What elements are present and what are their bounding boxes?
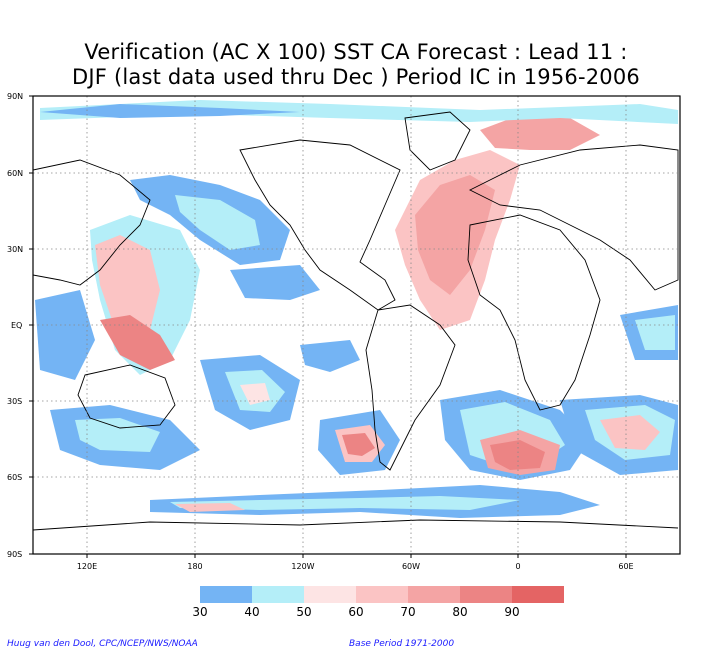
- lat-label: 60S: [7, 473, 22, 482]
- lat-label: EQ: [11, 321, 22, 330]
- tick-marks: [29, 95, 627, 558]
- contour-arctic-atlantic: [480, 115, 600, 150]
- lon-label: 60E: [618, 562, 633, 571]
- legend-swatch: [512, 586, 564, 603]
- map-field: [33, 96, 680, 554]
- coast-south-america: [365, 304, 456, 471]
- contour-central-pacific: [230, 265, 320, 300]
- contour-arctic-band-blue: [40, 104, 300, 118]
- contour-indian-ocean: [35, 290, 95, 380]
- lat-label: 90S: [7, 550, 22, 559]
- legend-label: 30: [192, 605, 207, 619]
- lon-labels: 120E 180 120W 60W 0 60E: [77, 562, 634, 571]
- contour-southern-ocean-light: [170, 496, 520, 510]
- legend-label: 90: [504, 605, 519, 619]
- coast-north-america: [239, 139, 401, 311]
- coast-antarctica: [33, 519, 679, 531]
- lon-label: 120E: [77, 562, 97, 571]
- credit-base-period: Base Period 1971-2000: [349, 639, 455, 649]
- title-line-1: Verification (AC X 100) SST CA Forecast …: [84, 40, 628, 64]
- lat-labels: 90N 60N 30N EQ 30S 60S 90S: [7, 92, 23, 559]
- contour-southern-ocean-pink: [175, 503, 245, 512]
- coast-eurasia: [468, 144, 679, 291]
- legend-swatch: [408, 586, 460, 603]
- legend-colorbar: 30 40 50 60 70 80 90: [192, 586, 564, 619]
- legend-swatch: [252, 586, 304, 603]
- contour-south-atlantic-core: [342, 433, 375, 456]
- title-line-2: DJF (last data used thru Dec ) Period IC…: [72, 65, 640, 89]
- lon-label: 60W: [402, 562, 420, 571]
- legend-label: 50: [296, 605, 311, 619]
- legend-label: 40: [244, 605, 259, 619]
- contour-south-indian-warm: [600, 415, 660, 450]
- contour-west-pacific-warm: [95, 235, 160, 345]
- legend-label: 60: [348, 605, 363, 619]
- legend-swatch: [356, 586, 408, 603]
- legend-label: 70: [400, 605, 415, 619]
- lon-label: 0: [515, 562, 520, 571]
- coast-australia: [77, 364, 176, 429]
- lon-label: 120W: [291, 562, 314, 571]
- contour-east-pacific: [300, 340, 360, 372]
- coast-east-asia: [33, 159, 151, 286]
- legend-swatch: [460, 586, 512, 603]
- contour-arctic-band: [40, 100, 678, 124]
- coast-africa: [467, 214, 601, 411]
- contour-east-south-atlantic-core: [490, 440, 545, 470]
- lat-label: 90N: [7, 92, 23, 101]
- legend-label: 80: [452, 605, 467, 619]
- coastlines: [33, 111, 679, 531]
- contour-west-pacific-core: [100, 315, 175, 370]
- contour-north-atlantic-core: [415, 175, 495, 295]
- lat-label: 60N: [7, 169, 23, 178]
- credit-author: Huug van den Dool, CPC/NCEP/NWS/NOAA: [7, 639, 198, 649]
- legend-swatch: [304, 586, 356, 603]
- contour-north-pacific-light: [175, 195, 260, 250]
- contour-south-pacific-pink: [240, 383, 270, 405]
- contour-east-indian-light: [635, 315, 675, 350]
- legend-swatch: [200, 586, 252, 603]
- lat-label: 30N: [7, 245, 23, 254]
- lon-label: 180: [187, 562, 202, 571]
- lat-label: 30S: [7, 397, 22, 406]
- coast-greenland: [404, 111, 471, 171]
